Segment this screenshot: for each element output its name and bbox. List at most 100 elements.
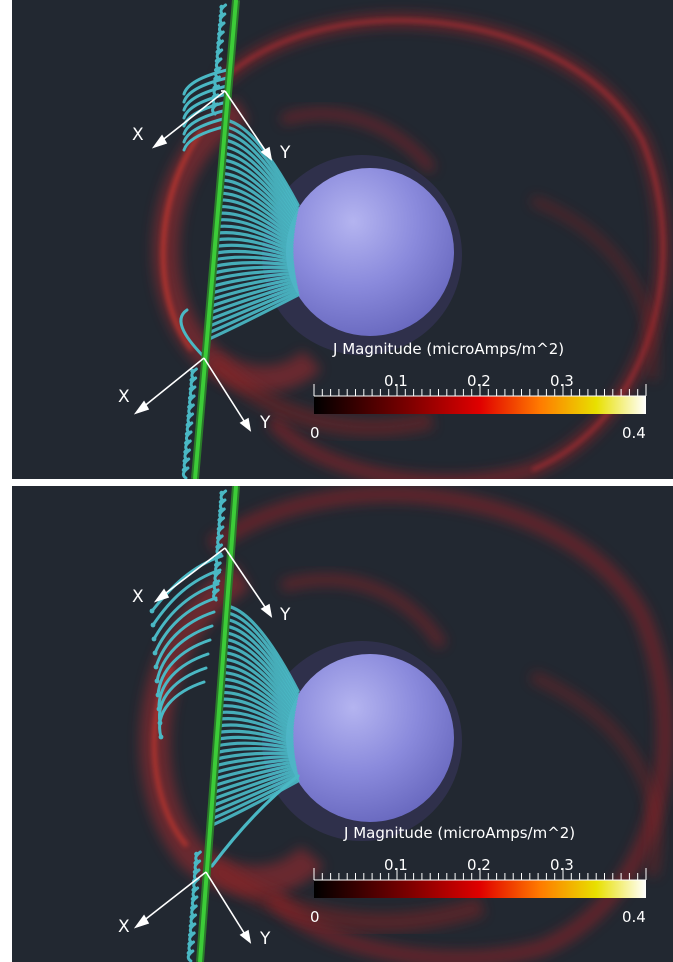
field-line-tube: [155, 624, 214, 683]
field-line-endpoint: [187, 932, 193, 938]
field-line-tube: [210, 771, 298, 808]
colorbar-tick-label: 0.3: [550, 856, 574, 874]
field-line-tube: [220, 165, 296, 226]
current-density-glow: [139, 486, 673, 962]
field-line-tube: [219, 171, 296, 229]
field-line-endpoint: [190, 905, 195, 911]
field-line-tube: [217, 710, 294, 737]
colorbar-ticks: [313, 868, 647, 881]
field-line-tube: [216, 723, 294, 742]
field-line-tube: [207, 285, 298, 322]
field-line-endpoint: [219, 490, 224, 496]
field-line-endpoint: [214, 58, 220, 64]
field-line-endpoint: [186, 413, 191, 419]
field-line-tube: [216, 205, 294, 243]
field-line-endpoint: [151, 636, 157, 642]
field-line-endpoint: [193, 860, 198, 866]
field-line-endpoint: [154, 678, 160, 684]
field-line-tube: [214, 224, 294, 251]
axis-label-upper-x: X: [132, 587, 144, 607]
field-line-tube: [221, 651, 296, 712]
field-line-endpoint: [185, 422, 190, 428]
field-line-tube: [212, 760, 296, 781]
field-line-tube: [217, 198, 295, 240]
field-line-tube: [209, 271, 296, 289]
coordinate-axes-upper: [151, 90, 273, 161]
field-line-endpoint: [188, 386, 194, 392]
field-line-tube: [224, 611, 300, 696]
field-line-tube: [212, 249, 294, 262]
field-line-tube: [211, 261, 295, 269]
field-line-tube: [208, 277, 297, 302]
current-density-glow: [153, 13, 671, 479]
field-line-tube: [224, 118, 300, 207]
field-line-tube: [223, 125, 300, 210]
field-line-endpoint: [187, 395, 193, 401]
field-line-tube: [222, 644, 297, 709]
field-line-endpoint: [188, 923, 194, 929]
field-line-tube: [208, 279, 297, 309]
field-line-tubes: [149, 489, 300, 962]
field-line-tube: [182, 92, 229, 120]
field-line-tube: [219, 684, 295, 726]
field-line-tube: [221, 151, 297, 221]
coordinate-axes-upper: [153, 547, 273, 618]
field-line-tube: [213, 754, 296, 768]
top-scene: X Y X Y J Magnitude (microAmps/m^2) 0.1 …: [118, 0, 671, 479]
field-line-endpoint: [149, 608, 155, 614]
field-line-tube: [214, 747, 295, 755]
field-line-tube: [154, 610, 216, 669]
field-line-tube: [209, 274, 296, 295]
field-line-tube: [223, 631, 298, 704]
field-line-tube: [182, 116, 229, 144]
field-line-endpoint: [183, 449, 188, 455]
field-line-tube: [222, 138, 298, 215]
field-line-tube: [217, 704, 294, 734]
spacecraft-trajectory-line: [191, 0, 240, 479]
field-line-tube: [215, 735, 294, 748]
field-line-endpoint: [189, 914, 194, 920]
field-line-tube: [182, 108, 229, 136]
field-line-endpoint: [187, 404, 192, 410]
field-line-endpoint: [191, 887, 196, 893]
field-line-tube: [156, 638, 212, 697]
field-line-tube: [182, 76, 229, 104]
field-line-tube: [224, 617, 299, 699]
field-line-tube: [211, 265, 295, 275]
field-line-endpoint: [215, 49, 220, 55]
colorbar-title: J Magnitude (microAmps/m^2): [332, 340, 564, 358]
field-line-tube: [215, 729, 294, 745]
spacecraft-trajectory-line: [196, 486, 240, 962]
field-line-endpoint: [189, 377, 194, 383]
field-line-endpoint: [213, 562, 219, 568]
coordinate-axes-lower: [133, 357, 252, 432]
field-line-tube: [182, 124, 229, 152]
field-line-endpoint: [152, 650, 158, 656]
field-line-endpoint: [211, 589, 217, 595]
field-line-tube: [215, 218, 294, 248]
field-line-tube: [220, 158, 297, 223]
field-line-endpoint: [150, 622, 156, 628]
colorbar-ticks: [313, 384, 647, 397]
field-line-tube: [209, 773, 299, 815]
axis-label-upper-x: X: [132, 125, 144, 145]
axis-label-lower-y: Y: [259, 413, 271, 433]
field-line-endpoint: [218, 499, 224, 505]
field-line-endpoint: [187, 941, 192, 947]
field-line-tube: [210, 268, 296, 282]
axis-label-lower-x: X: [118, 917, 130, 937]
field-line-tube: [216, 211, 294, 245]
field-line-endpoint: [218, 508, 223, 514]
field-line-tube: [179, 308, 209, 362]
field-line-tube: [207, 282, 298, 315]
field-line-tube: [218, 691, 294, 729]
planet-sphere: [262, 641, 462, 841]
field-line-tube: [218, 178, 296, 232]
field-line-tube: [211, 765, 297, 795]
colorbar-tick-label: 0.2: [467, 856, 491, 874]
axis-label-lower-y: Y: [259, 929, 271, 949]
field-line-endpoint: [217, 31, 222, 37]
field-line-tube: [213, 751, 295, 761]
field-line-endpoint: [153, 664, 159, 670]
field-line-tube: [182, 68, 229, 96]
